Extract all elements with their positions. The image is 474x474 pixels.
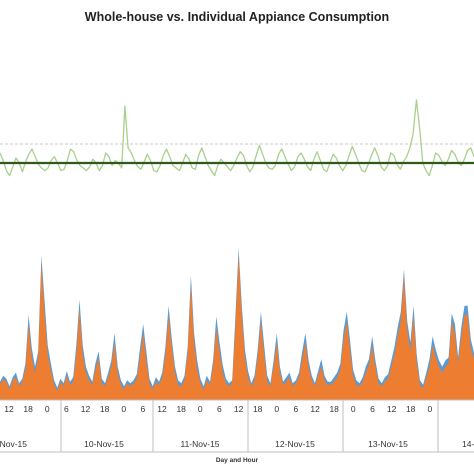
x-tick-label: 0 [121, 404, 126, 414]
day-label: 11-Nov-15 [180, 439, 219, 449]
day-label: 14-Nov-15 [462, 439, 474, 449]
x-axis-label: Day and Hour [216, 457, 259, 464]
x-tick-label: 18 [100, 404, 110, 414]
chart-title: Whole-house vs. Individual Appiance Cons… [85, 10, 389, 24]
series-line-light [0, 99, 474, 177]
area-plot [0, 248, 474, 400]
x-axis: 12 18 0 6 12 18 0 6 12 18 0 6 12 18 0 6 12 18 0 6 12 18 0 9-Nov… [0, 400, 474, 453]
x-tick-label: 12 [234, 404, 244, 414]
x-tick-label: 18 [176, 404, 186, 414]
x-tick-label: 12 [81, 404, 91, 414]
x-tick-label: 0 [274, 404, 279, 414]
x-tick-label: 0 [351, 404, 356, 414]
x-tick-label: 6 [141, 404, 146, 414]
day-label: 10-Nov-15 [84, 439, 124, 449]
day-label: 9-Nov-15 [0, 439, 27, 449]
line-plot [0, 99, 474, 177]
day-label: 12-Nov-15 [275, 439, 315, 449]
x-tick-label: 18 [329, 404, 339, 414]
x-tick-label: 6 [217, 404, 222, 414]
x-tick-label: 18 [253, 404, 263, 414]
area-series-appliances [0, 254, 474, 400]
x-tick-label: 18 [406, 404, 416, 414]
x-tick-label: 6 [370, 404, 375, 414]
x-tick-label: 0 [45, 404, 50, 414]
day-label: 13-Nov-15 [368, 439, 408, 449]
x-tick-label: 12 [4, 404, 14, 414]
x-tick-label: 6 [294, 404, 299, 414]
x-tick-label: 0 [198, 404, 203, 414]
x-tick-label: 12 [387, 404, 397, 414]
x-tick-label: 6 [64, 404, 69, 414]
x-tick-label: 12 [310, 404, 320, 414]
x-tick-label: 12 [157, 404, 167, 414]
x-tick-label: 0 [428, 404, 433, 414]
x-tick-label: 18 [23, 404, 33, 414]
